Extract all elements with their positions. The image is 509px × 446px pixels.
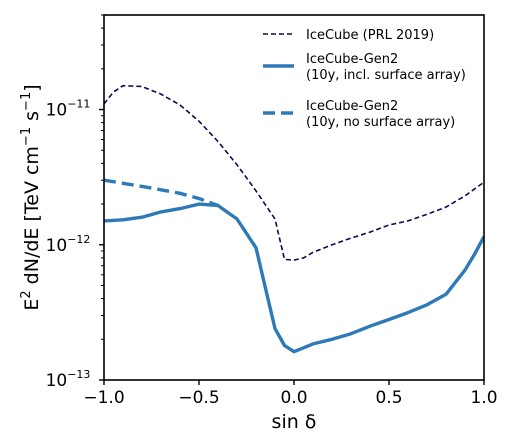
x-tick-label: −0.5 [178,388,219,408]
y-tick-label: 10−12 [46,233,91,256]
legend-label-3: IceCube-Gen2 [306,99,398,114]
y-label-mid: s [21,111,43,127]
x-axis-label: sin δ [272,411,317,433]
x-tick-label: 0.5 [375,388,402,408]
legend-label-2: (10y, incl. surface array) [306,68,466,83]
y-tick-exponent: −12 [67,233,90,246]
series-line-1 [104,84,484,261]
legend: IceCube (PRL 2019)IceCube-Gen2(10y, incl… [263,28,466,130]
y-tick-base: 10 [46,236,68,256]
x-tick-label: 0.0 [280,388,307,408]
y-tick-label: 10−11 [46,98,91,121]
x-tick-label: 1.0 [470,388,497,408]
y-tick-base: 10 [46,101,68,121]
legend-label-3: (10y, no surface array) [306,115,455,130]
y-label-base: E [21,299,43,311]
series-layer [104,84,484,354]
y-axis-label: E2 dN/dE [TeV cm−1 s−1] [19,84,43,310]
series-line-3 [104,178,219,208]
y-tick-exponent: −11 [67,98,90,111]
y-label-main: dN/dE [TeV cm [21,146,43,290]
legend-label-2: IceCube-Gen2 [306,52,398,67]
x-ticks: −1.0 −0.5 0.0 0.5 1.0 [83,380,498,408]
y-label-sup-2: −1 [19,127,34,146]
series-line-2 [104,202,484,354]
y-tick-base: 10 [46,371,68,391]
y-tick-exponent: −13 [67,368,90,381]
y-label-sup-1: 2 [19,290,34,298]
y-tick-label: 10−13 [46,368,91,391]
y-label-end: ] [21,84,43,91]
legend-label-1: IceCube (PRL 2019) [306,28,434,43]
y-label-sup-3: −1 [19,92,34,111]
x-tick-label: −1.0 [83,388,124,408]
